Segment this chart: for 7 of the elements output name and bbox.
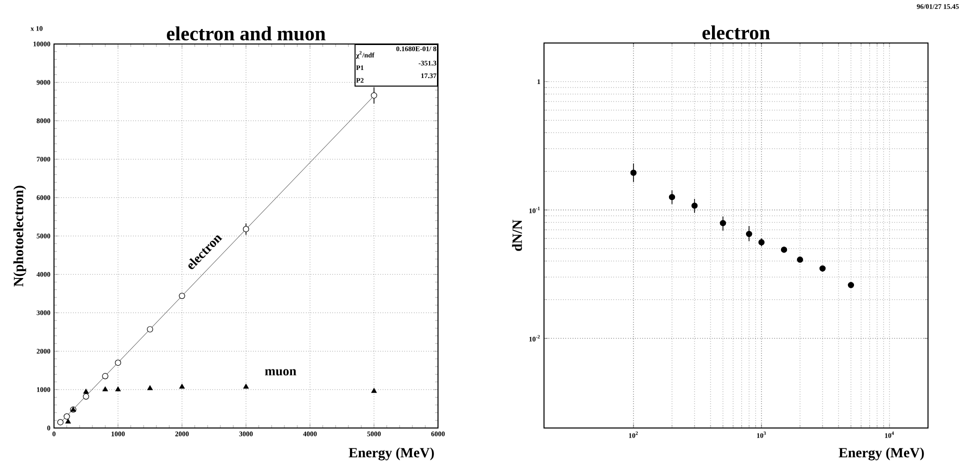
series-label: muon — [265, 369, 296, 376]
y-axis-title: N(photoelectron) — [13, 186, 26, 287]
x-axis-title: Energy (MeV) — [838, 448, 924, 460]
x-axis-title: Energy (MeV) — [348, 448, 434, 460]
y-axis-title: dN/N — [512, 220, 522, 251]
chart-title: electron and muon — [166, 26, 326, 40]
chart-title: electron — [702, 25, 770, 40]
